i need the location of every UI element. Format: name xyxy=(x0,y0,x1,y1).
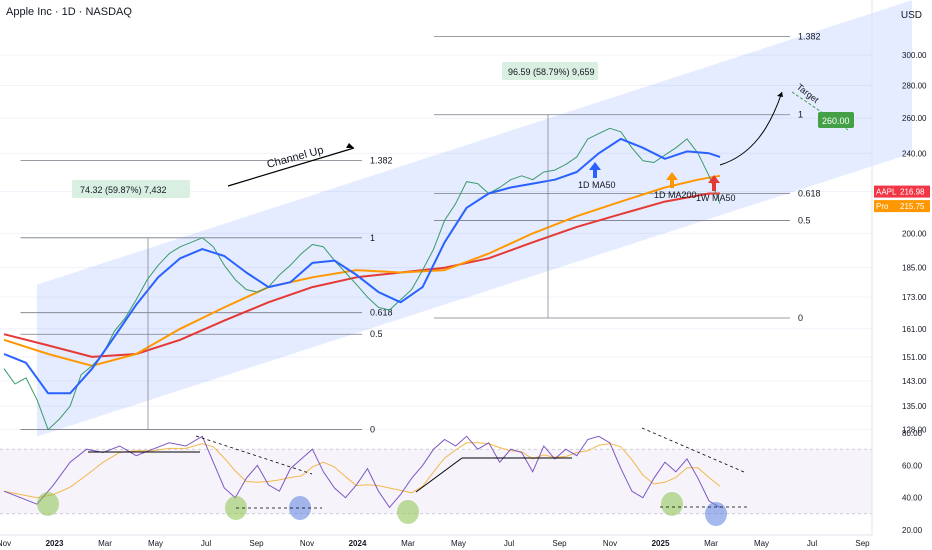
ma-arrow-label: 1D MA200 xyxy=(654,190,697,200)
measure-box-2 xyxy=(502,62,598,80)
price-tag-value: 216.98 xyxy=(900,188,925,197)
price-tag-bg xyxy=(874,185,930,198)
x-tick-label: Jul xyxy=(201,539,211,548)
y-tick-label: 143.00 xyxy=(902,377,927,386)
series-1w-ma50 xyxy=(3,192,720,358)
series-1d-ma50 xyxy=(3,137,721,395)
x-tick-label: Mar xyxy=(704,539,718,548)
price-tag-bg xyxy=(874,200,930,213)
series-aapl xyxy=(3,127,721,431)
fib-level-label: 0 xyxy=(370,425,375,435)
currency-label: USD xyxy=(900,10,922,21)
target-curve xyxy=(719,91,783,166)
x-tick-label: Nov xyxy=(0,539,11,548)
series-1d-ma200 xyxy=(3,174,721,367)
fib-level-label: 0 xyxy=(798,313,803,323)
chart-title: Apple Inc · 1D · NASDAQ xyxy=(6,6,132,18)
x-tick-label: Mar xyxy=(401,539,415,548)
y-tick-label: 185.00 xyxy=(902,264,927,273)
fib-level-label: 0.5 xyxy=(798,215,811,225)
rsi-trend-3 xyxy=(415,457,463,493)
rsi-tick-label: 60.00 xyxy=(902,461,923,470)
rsi-line xyxy=(3,435,721,509)
y-tick-label: 151.00 xyxy=(902,353,927,362)
measure-box-1 xyxy=(72,180,190,198)
rsi-tick-label: 20.00 xyxy=(902,526,923,535)
y-tick-label: 135.00 xyxy=(902,402,927,411)
y-tick-label: 300.00 xyxy=(902,51,927,60)
x-tick-label: 2024 xyxy=(349,539,367,548)
ma-arrow xyxy=(589,162,601,178)
fib-level-label: 1.382 xyxy=(370,156,393,166)
measure-label-2: 96.59 (58.79%) 9,659 xyxy=(508,67,595,77)
blue-circle xyxy=(705,502,727,526)
y-tick-label: 200.00 xyxy=(902,229,927,238)
ma-arrow-label: 1W MA50 xyxy=(696,193,736,203)
rsi-tick-label: 80.00 xyxy=(902,429,923,438)
y-tick-label: 173.00 xyxy=(902,293,927,302)
y-tick-label: 260.00 xyxy=(902,114,927,123)
channel-arrow xyxy=(227,147,355,187)
x-tick-label: Sep xyxy=(249,539,264,548)
x-tick-label: Nov xyxy=(300,539,314,548)
x-tick-label: May xyxy=(451,539,466,548)
rsi-panel xyxy=(0,427,872,526)
fib-level-label: 0.618 xyxy=(370,308,393,318)
target-value-label: 260.00 xyxy=(822,116,850,126)
rsi-band xyxy=(0,449,872,514)
y-tick-label: 280.00 xyxy=(902,82,927,91)
x-tick-label: May xyxy=(148,539,163,548)
ma-arrow xyxy=(708,175,720,191)
ma-arrow xyxy=(666,172,678,188)
fib-level-label: 1 xyxy=(798,110,803,120)
price-series xyxy=(3,127,721,431)
ma-arrow-label: 1D MA50 xyxy=(578,180,616,190)
x-tick-label: Sep xyxy=(855,539,870,548)
channel-up-band xyxy=(37,0,913,437)
y-tick-label: 161.00 xyxy=(902,325,927,334)
x-tick-label: Mar xyxy=(98,539,112,548)
x-tick-label: Sep xyxy=(552,539,567,548)
green-circle xyxy=(37,492,59,516)
y-tick-label: 128.00 xyxy=(902,426,927,435)
green-circle xyxy=(661,492,683,516)
rsi-trend-5 xyxy=(641,427,745,473)
target-badge xyxy=(818,112,854,128)
channel-arrow-head xyxy=(346,143,354,148)
blue-circle xyxy=(289,496,311,520)
x-tick-label: 2023 xyxy=(46,539,64,548)
x-tick-label: May xyxy=(754,539,769,548)
fibonacci-levels: 1.382 1 0.618 0.5 0 1.382 1 0.618 0.5 0 xyxy=(20,32,821,435)
x-tick-label: Jul xyxy=(504,539,514,548)
price-tag-value: 215.75 xyxy=(900,202,925,211)
x-tick-label: Nov xyxy=(603,539,617,548)
fib-level-label: 1 xyxy=(370,233,375,243)
fib-level-label: 0.618 xyxy=(798,189,821,199)
measure-label-1: 74.32 (59.87%) 7,432 xyxy=(80,185,167,195)
rsi-trend-2 xyxy=(195,435,313,475)
channel-fill xyxy=(37,0,913,437)
fib-level-label: 1.382 xyxy=(798,32,821,42)
green-circle xyxy=(397,500,419,524)
fib-level-label: 0.5 xyxy=(370,329,383,339)
x-tick-label: 2025 xyxy=(652,539,670,548)
rsi-tick-label: 40.00 xyxy=(902,494,923,503)
price-tag-label: AAPL xyxy=(876,188,897,197)
x-tick-label: Jul xyxy=(807,539,817,548)
price-tag-label: Pro xyxy=(876,202,889,211)
target-curve-head xyxy=(777,92,783,97)
rsi-ma-line xyxy=(3,442,721,499)
y-tick-label: 240.00 xyxy=(902,149,927,158)
